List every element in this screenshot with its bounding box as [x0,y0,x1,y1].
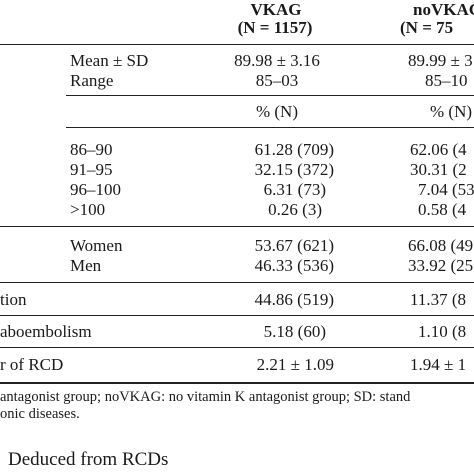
row-label-number-of-rcd: r of RCD [0,355,64,374]
novkag-96-100: 7.04 (53 [418,180,474,199]
novkag-men: 33.92 (25 [408,256,474,275]
novkag-86-90: 62.06 (4 [410,140,467,159]
vkag-over-100: 0.26 (3) [268,200,322,219]
novkag-mean-sd: 89.99 ± 3 [408,51,473,70]
novkag-thromboembolism: 1.10 (8 [418,322,467,341]
row-label-91-95: 91–95 [70,160,113,179]
vkag-mean-sd: 89.98 ± 3.16 [234,51,320,70]
sex-rule [0,282,474,283]
row-label-mean-sd: Mean ± SD [70,51,149,70]
row-label-range: Range [70,71,114,90]
fibrillation-rule [0,315,474,316]
footnote-line-2: onic diseases. [0,406,80,422]
novkag-range: 85–10 [425,71,468,90]
row-label-86-90: 86–90 [70,140,113,159]
row-label-fibrillation: tion [0,290,27,309]
subheader-rule [66,127,474,128]
header-rule [0,44,474,45]
vkag-91-95: 32.15 (372) [254,160,334,179]
novkag-percent-n: % (N) [430,102,473,121]
novkag-women: 66.08 (49 [408,236,474,255]
age-rule [0,226,474,227]
row-label-men: Men [70,256,102,275]
vkag-96-100: 6.31 (73) [263,180,326,199]
vkag-men: 46.33 (536) [254,256,334,275]
vkag-number-of-rcd: 2.21 ± 1.09 [256,355,334,374]
novkag-number-of-rcd: 1.94 ± 1 [410,355,467,374]
figure-caption: Deduced from RCDs [8,449,169,470]
row-label-thromboembolism: aboembolism [0,322,92,341]
novkag-column-title: noVKAG [413,0,474,19]
row-label-women: Women [70,236,123,255]
range-rule [66,95,474,96]
thromboembolism-rule [0,347,474,348]
vkag-fibrillation: 44.86 (519) [254,290,334,309]
novkag-over-100: 0.58 (4 [418,200,467,219]
vkag-women: 53.67 (621) [254,236,334,255]
vkag-column-n: (N = 1157) [237,18,313,37]
novkag-fibrillation: 11.37 (8 [410,290,467,309]
vkag-86-90: 61.28 (709) [254,140,334,159]
novkag-91-95: 30.31 (2 [410,160,467,179]
footnote-line-1: antagonist group; noVKAG: no vitamin K a… [0,389,411,405]
vkag-column-title: VKAG [250,0,302,19]
vkag-thromboembolism: 5.18 (60) [263,322,326,341]
vkag-range: 85–03 [255,71,299,90]
row-label-96-100: 96–100 [70,180,121,199]
row-label-over-100: >100 [70,200,106,219]
vkag-percent-n: % (N) [255,102,298,121]
novkag-column-n: (N = 75 [400,18,454,37]
table-bottom-rule [0,382,474,384]
